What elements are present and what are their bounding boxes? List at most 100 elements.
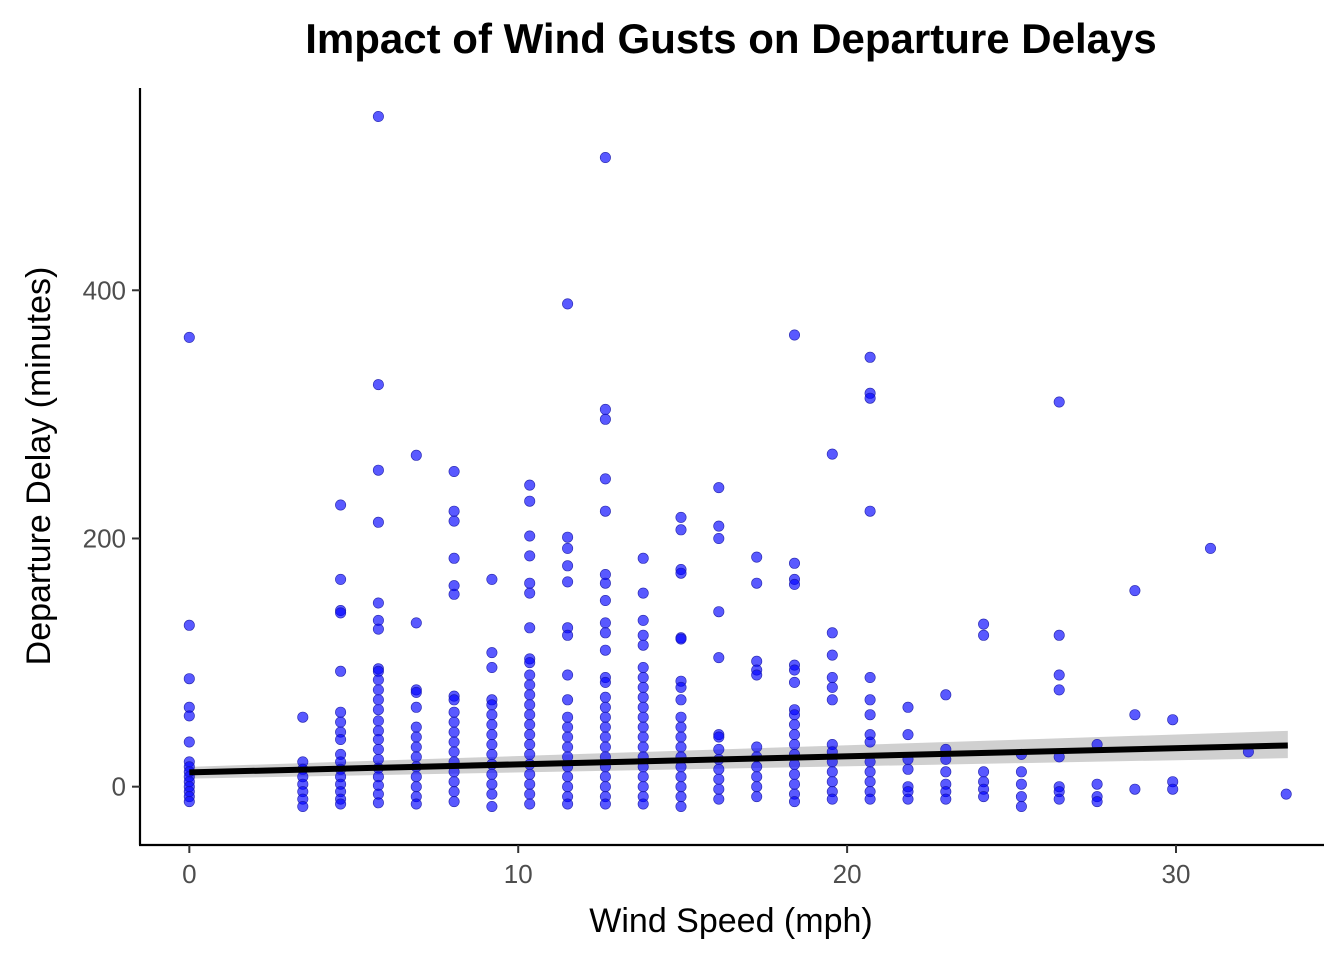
- data-point: [524, 788, 536, 800]
- data-point: [562, 560, 574, 572]
- data-point: [183, 331, 195, 343]
- data-point: [788, 557, 800, 569]
- data-point: [978, 618, 990, 630]
- data-point: [1129, 783, 1141, 795]
- data-point: [448, 776, 460, 788]
- data-point: [637, 681, 649, 693]
- data-point: [788, 578, 800, 590]
- data-point: [599, 731, 611, 743]
- chart-title: Impact of Wind Gusts on Departure Delays: [305, 15, 1156, 62]
- data-point: [524, 479, 536, 491]
- data-point: [524, 530, 536, 542]
- data-point: [864, 671, 876, 683]
- data-point: [864, 392, 876, 404]
- data-point: [978, 791, 990, 803]
- data-point: [297, 711, 309, 723]
- data-point: [486, 573, 498, 585]
- data-point: [410, 741, 422, 753]
- data-point: [751, 551, 763, 563]
- data-point: [335, 607, 347, 619]
- data-point: [448, 726, 460, 738]
- data-point: [599, 473, 611, 485]
- data-point: [448, 716, 460, 728]
- data-point: [902, 793, 914, 805]
- data-point: [562, 298, 574, 310]
- data-point: [372, 111, 384, 123]
- data-point: [637, 721, 649, 733]
- data-point: [1015, 800, 1027, 812]
- confidence-band-layer: [189, 730, 1288, 779]
- data-point: [486, 788, 498, 800]
- data-point: [675, 781, 687, 793]
- data-point: [864, 709, 876, 721]
- y-tick-label: 200: [83, 523, 126, 553]
- data-point: [1129, 585, 1141, 597]
- data-point: [562, 629, 574, 641]
- trend-line-layer: [189, 742, 1288, 776]
- data-point: [448, 505, 460, 517]
- data-point: [562, 694, 574, 706]
- data-point: [826, 694, 838, 706]
- data-point: [713, 652, 725, 664]
- data-point: [1205, 542, 1217, 554]
- data-point: [410, 781, 422, 793]
- data-point: [562, 669, 574, 681]
- data-point: [524, 778, 536, 790]
- data-point: [864, 694, 876, 706]
- data-point: [372, 704, 384, 716]
- data-point: [599, 577, 611, 589]
- data-point: [1129, 709, 1141, 721]
- data-point: [1280, 788, 1292, 800]
- data-point: [788, 738, 800, 750]
- data-point: [864, 505, 876, 517]
- data-point: [599, 152, 611, 164]
- data-point: [524, 748, 536, 760]
- data-point: [183, 619, 195, 631]
- data-point: [1053, 793, 1065, 805]
- data-point: [486, 778, 498, 790]
- data-point: [637, 691, 649, 703]
- data-point: [486, 699, 498, 711]
- data-point: [1053, 629, 1065, 641]
- data-point: [599, 617, 611, 629]
- data-points-layer: [183, 111, 1292, 812]
- data-point: [1053, 684, 1065, 696]
- data-point: [675, 681, 687, 693]
- data-point: [372, 684, 384, 696]
- data-point: [448, 552, 460, 564]
- y-tick-label: 0: [112, 772, 126, 802]
- data-point: [637, 771, 649, 783]
- data-point: [183, 710, 195, 722]
- data-point: [524, 689, 536, 701]
- data-point: [562, 771, 574, 783]
- data-point: [524, 699, 536, 711]
- data-point: [826, 766, 838, 778]
- data-point: [788, 758, 800, 770]
- data-point: [524, 587, 536, 599]
- data-point: [788, 778, 800, 790]
- data-point: [675, 731, 687, 743]
- data-point: [1167, 714, 1179, 726]
- data-point: [864, 736, 876, 748]
- data-point: [410, 798, 422, 810]
- data-point: [978, 766, 990, 778]
- data-point: [675, 711, 687, 723]
- data-point: [864, 351, 876, 363]
- data-point: [562, 731, 574, 743]
- data-point: [448, 465, 460, 477]
- y-axis-title: Departure Delay (minutes): [20, 267, 58, 666]
- data-point: [902, 701, 914, 713]
- data-point: [599, 627, 611, 639]
- data-point: [335, 665, 347, 677]
- data-point: [524, 798, 536, 810]
- data-point: [335, 573, 347, 585]
- data-point: [637, 629, 649, 641]
- data-point: [524, 669, 536, 681]
- data-point: [410, 771, 422, 783]
- data-point: [1053, 669, 1065, 681]
- data-point: [562, 741, 574, 753]
- data-point: [599, 403, 611, 415]
- data-point: [599, 413, 611, 425]
- data-point: [826, 776, 838, 788]
- data-point: [448, 706, 460, 718]
